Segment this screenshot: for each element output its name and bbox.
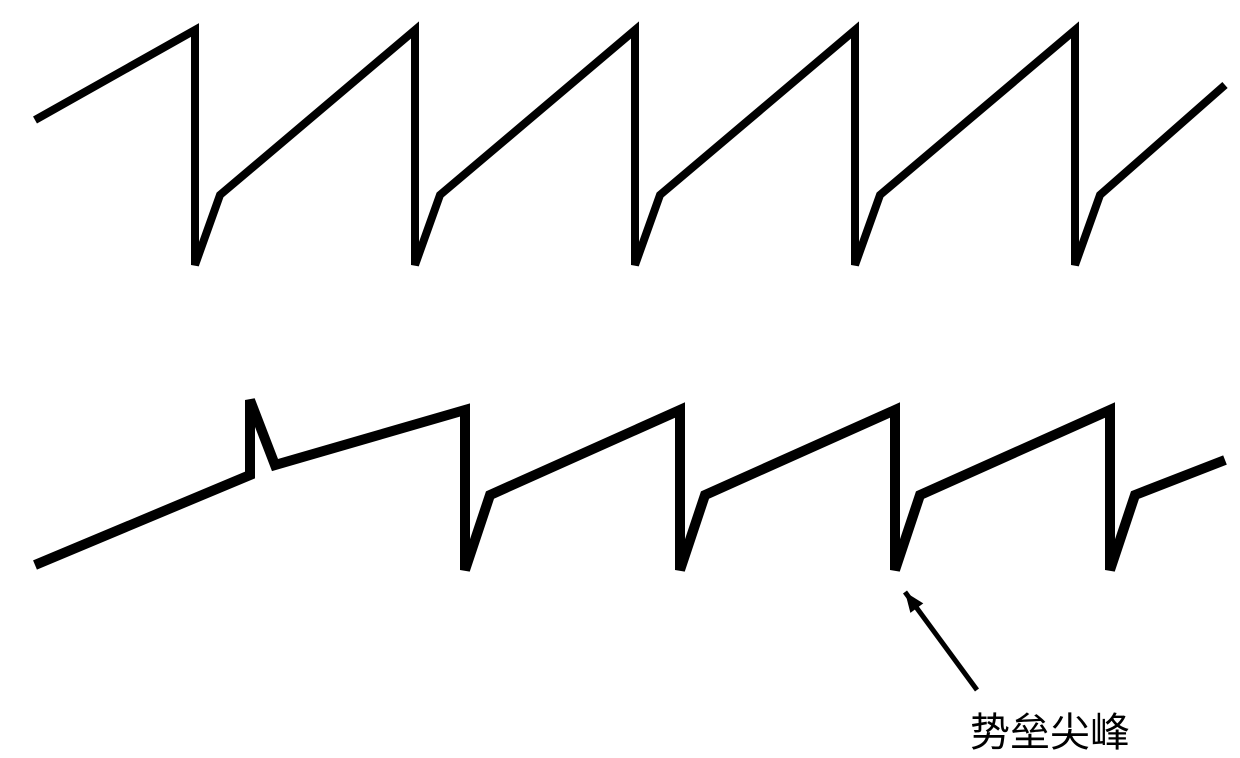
bottom-waveform: [35, 400, 1225, 570]
annotation-arrow: [905, 592, 977, 690]
barrier-spike-label: 势垒尖峰: [970, 700, 1130, 758]
waveform-svg: [0, 0, 1240, 753]
top-waveform: [35, 30, 1225, 265]
waveform-diagram: 势垒尖峰: [0, 0, 1240, 753]
